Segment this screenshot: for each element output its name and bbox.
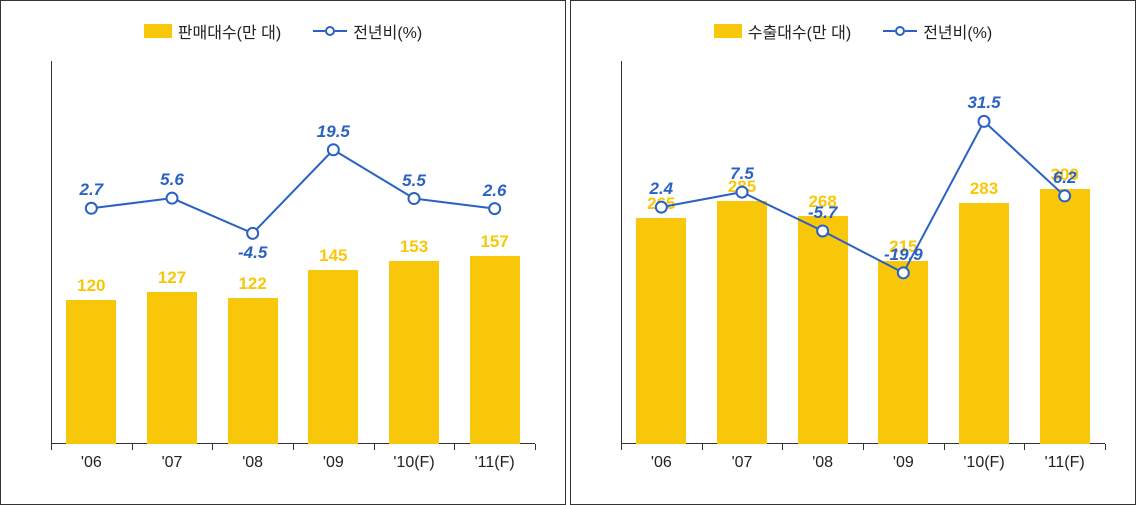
- x-tick: [863, 444, 864, 450]
- line-swatch: [313, 26, 347, 36]
- x-axis-label: '08: [242, 454, 263, 472]
- x-tick: [132, 444, 133, 450]
- line-swatch-marker: [895, 26, 905, 36]
- legend: 판매대수(만 대) 전년비(%): [1, 19, 565, 43]
- legend-item-bar: 수출대수(만 대): [714, 19, 851, 43]
- line-marker: [656, 202, 667, 213]
- x-axis-label: '10(F): [393, 454, 434, 472]
- line-value-label: 2.4: [650, 179, 674, 199]
- x-tick: [1024, 444, 1025, 450]
- legend: 수출대수(만 대) 전년비(%): [571, 19, 1135, 43]
- x-tick: [782, 444, 783, 450]
- x-axis-label: '11(F): [475, 454, 515, 472]
- line-value-label: -19.9: [884, 245, 923, 265]
- line-marker: [247, 228, 258, 239]
- line-swatch-seg: [883, 30, 895, 32]
- line-marker: [1059, 190, 1070, 201]
- panel-left: 판매대수(만 대) 전년비(%) '06'07'08'09'10(F)'11(F…: [0, 0, 566, 505]
- line-value-label: 6.2: [1053, 168, 1077, 188]
- line-swatch-marker: [325, 26, 335, 36]
- line-value-label: 2.6: [483, 181, 507, 201]
- legend-item-bar: 판매대수(만 대): [144, 19, 281, 43]
- x-axis-label: '08: [812, 454, 833, 472]
- line-marker: [737, 187, 748, 198]
- legend-item-line: 전년비(%): [313, 19, 422, 43]
- x-tick: [944, 444, 945, 450]
- bar-swatch: [144, 24, 172, 38]
- line-swatch-seg: [335, 30, 347, 32]
- line-marker: [409, 193, 420, 204]
- line-value-label: 2.7: [80, 180, 104, 200]
- line-marker: [489, 203, 500, 214]
- line-marker: [86, 203, 97, 214]
- line-marker: [167, 193, 178, 204]
- x-axis-label: '09: [893, 454, 914, 472]
- line-value-label: 7.5: [730, 164, 754, 184]
- line-marker: [328, 144, 339, 155]
- x-axis-label: '11(F): [1045, 454, 1085, 472]
- line-series: [51, 61, 535, 444]
- line-value-label: 5.6: [160, 170, 184, 190]
- chart-wrapper: 판매대수(만 대) 전년비(%) '06'07'08'09'10(F)'11(F…: [0, 0, 1136, 505]
- x-axis-label: '07: [732, 454, 753, 472]
- legend-line-label: 전년비(%): [923, 19, 992, 43]
- panel-right: 수출대수(만 대) 전년비(%) '06'07'08'09'10(F)'11(F…: [570, 0, 1136, 505]
- line-swatch-seg: [905, 30, 917, 32]
- line-marker: [979, 116, 990, 127]
- x-tick: [702, 444, 703, 450]
- line-marker: [817, 225, 828, 236]
- x-tick: [51, 444, 52, 450]
- x-tick: [535, 444, 536, 450]
- legend-item-line: 전년비(%): [883, 19, 992, 43]
- x-tick: [621, 444, 622, 450]
- x-axis-label: '10(F): [963, 454, 1004, 472]
- legend-bar-label: 판매대수(만 대): [178, 19, 281, 43]
- x-tick: [1105, 444, 1106, 450]
- x-tick: [212, 444, 213, 450]
- line-marker: [898, 267, 909, 278]
- line-value-label: -4.5: [238, 243, 267, 263]
- line-value-label: 19.5: [317, 122, 350, 142]
- line-value-label: 31.5: [967, 93, 1000, 113]
- x-tick: [293, 444, 294, 450]
- x-axis-label: '06: [651, 454, 672, 472]
- line-value-label: 5.5: [402, 171, 426, 191]
- x-axis-label: '06: [81, 454, 102, 472]
- line-value-label: -5.7: [808, 203, 837, 223]
- legend-bar-label: 수출대수(만 대): [748, 19, 851, 43]
- plot-area: '06'07'08'09'10(F)'11(F)2652852682152833…: [621, 61, 1105, 444]
- legend-line-label: 전년비(%): [353, 19, 422, 43]
- bar-swatch: [714, 24, 742, 38]
- plot-area: '06'07'08'09'10(F)'11(F)1201271221451531…: [51, 61, 535, 444]
- line-series: [621, 61, 1105, 444]
- x-axis-label: '07: [162, 454, 183, 472]
- x-axis-label: '09: [323, 454, 344, 472]
- line-swatch-seg: [313, 30, 325, 32]
- x-tick: [374, 444, 375, 450]
- x-tick: [454, 444, 455, 450]
- line-swatch: [883, 26, 917, 36]
